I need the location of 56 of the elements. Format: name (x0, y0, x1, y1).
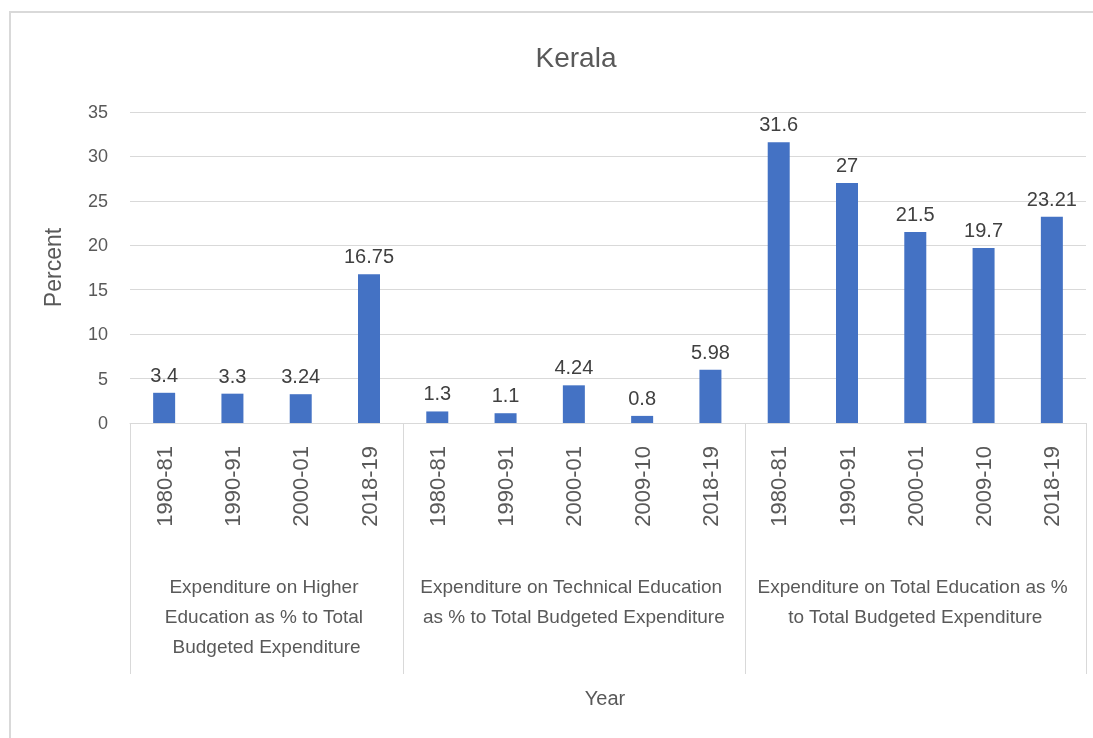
bar (221, 393, 244, 423)
data-label: 31.6 (759, 113, 799, 136)
x-tick-label: 2000-01 (288, 446, 314, 527)
x-tick-label: 1980-81 (424, 446, 450, 527)
chart-title: Kerala (535, 41, 617, 73)
y-tick-label: 0 (97, 413, 108, 433)
x-tick-label: 2009-10 (629, 446, 655, 527)
y-tick-label: 5 (97, 368, 108, 389)
bar (836, 183, 858, 423)
x-tick-label: 2000-01 (902, 446, 928, 527)
text: Year (584, 687, 626, 709)
text: Expenditure on Higher Education as % to Total Budgeted Expenditure (164, 575, 369, 657)
y-tick-label: 25 (87, 190, 108, 211)
data-label: 3.4 (150, 363, 179, 386)
bar (904, 231, 927, 423)
bar (494, 413, 517, 423)
y-tick-label: 10 (87, 324, 108, 345)
data-label: 19.7 (964, 218, 1004, 241)
bar (289, 394, 312, 423)
data-label: 0.8 (628, 386, 657, 409)
y-axis-title: Percent (39, 227, 66, 308)
bar (1040, 216, 1063, 423)
x-tick-label: 1980-81 (151, 446, 177, 527)
data-label: 1.1 (491, 384, 520, 407)
text: Expenditure on Total Education as % to Total Budgeted Expenditure (757, 575, 1074, 627)
bar (358, 274, 380, 423)
data-label: 16.75 (343, 245, 395, 268)
x-tick-label: 2009-10 (971, 446, 997, 527)
bar (153, 392, 176, 423)
data-label: 3.3 (218, 364, 247, 387)
bar (631, 415, 654, 423)
x-tick-label: 2018-19 (697, 446, 723, 527)
x-tick-label: 1980-81 (766, 446, 792, 527)
x-tick-label: 1990-91 (493, 446, 519, 527)
data-label: 5.98 (690, 340, 730, 363)
y-tick-label: 15 (87, 279, 108, 300)
data-label: 27 (835, 154, 859, 177)
data-label: 3.24 (281, 365, 321, 388)
bar (767, 142, 790, 423)
data-label: 21.5 (895, 202, 935, 225)
bar (562, 385, 585, 423)
data-label: 23.21 (1026, 187, 1077, 210)
x-tick-label: 2018-19 (1039, 446, 1065, 527)
data-label: 4.24 (554, 356, 594, 379)
x-tick-label: 2000-01 (561, 446, 587, 527)
y-tick-label: 30 (87, 146, 108, 167)
bar (699, 369, 722, 423)
x-tick-label: 1990-91 (219, 446, 245, 527)
text: Expenditure on Technical Education as % to Total Budgeted Expenditure (420, 575, 728, 627)
bar (426, 411, 449, 423)
bar (972, 247, 995, 423)
x-tick-label: 1990-91 (834, 446, 860, 527)
y-tick-label: 35 (87, 102, 108, 122)
x-tick-label: 2018-19 (356, 446, 382, 527)
y-tick-label: 20 (87, 235, 108, 256)
data-label: 1.3 (423, 382, 452, 405)
